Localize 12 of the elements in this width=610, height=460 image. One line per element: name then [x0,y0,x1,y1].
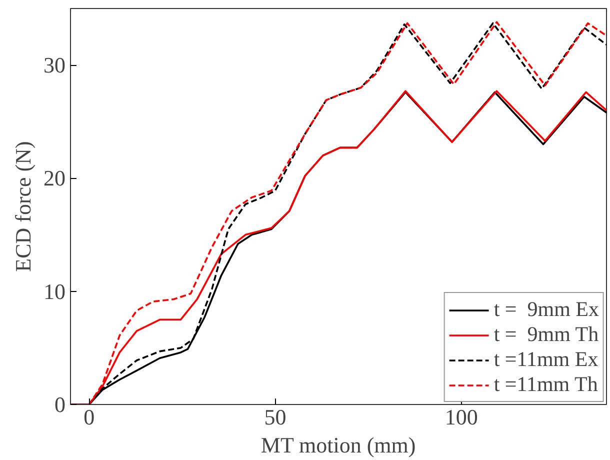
legend-label: t =11mm Th [494,372,598,397]
y-tick-label: 30 [44,52,66,78]
y-tick-label: 10 [44,278,66,304]
x-tick-label: 0 [84,404,95,430]
legend-label: t =11mm Ex [494,347,598,372]
legend-label: t = 9mm Th [494,322,599,347]
x-tick-label: 50 [264,404,286,430]
x-tick-label: 100 [444,404,478,430]
y-axis-title: ECD force (N) [10,141,36,272]
y-tick-label: 20 [44,166,66,191]
x-axis-title: MT motion (mm) [260,432,416,458]
legend-label: t = 9mm Ex [494,297,599,322]
